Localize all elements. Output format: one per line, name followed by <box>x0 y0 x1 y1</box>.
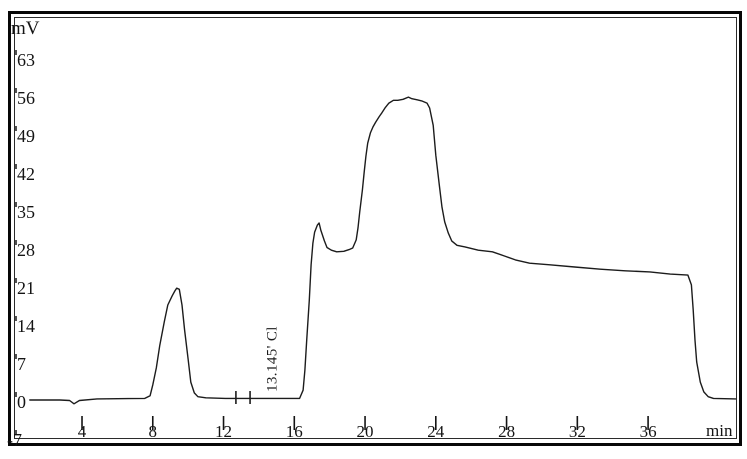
x-axis-ticks: 4 8 12 16 20 24 28 32 36 <box>78 416 657 441</box>
x-tick-label: 36 <box>640 422 657 441</box>
y-tick-label: 21 <box>17 278 35 298</box>
x-tick-label: 8 <box>149 422 158 441</box>
x-tick-label: 28 <box>498 422 515 441</box>
y-tick-label: 7 <box>17 354 26 374</box>
peak-retention-annotation: 13.145' Cl <box>265 326 281 392</box>
y-tick-label: 35 <box>17 202 35 222</box>
x-axis-unit-label: min <box>706 421 733 440</box>
chromatogram-trace <box>29 96 737 405</box>
y-tick-label: 56 <box>17 88 35 108</box>
y-tick-label: 28 <box>17 240 35 260</box>
y-tick-label: 63 <box>17 50 35 70</box>
x-tick-label: 20 <box>357 422 374 441</box>
x-tick-label: 4 <box>78 422 87 441</box>
y-tick-label: -7 <box>7 430 22 450</box>
plot-frame <box>14 17 737 439</box>
x-tick-label: 24 <box>427 422 445 441</box>
y-tick-label: 14 <box>17 316 35 336</box>
peak-start-end-markers <box>235 391 251 404</box>
x-tick-label: 12 <box>215 422 232 441</box>
x-tick-label: 32 <box>569 422 586 441</box>
y-tick-label: 49 <box>17 126 35 146</box>
y-tick-label: 0 <box>17 392 26 412</box>
x-tick-label: 16 <box>286 422 303 441</box>
y-tick-label: 42 <box>17 164 35 184</box>
y-axis-unit-label: mV <box>11 18 40 39</box>
figure-border <box>8 11 742 446</box>
y-axis-ticks: 63 56 49 42 35 28 21 14 7 0 -7 <box>7 49 35 450</box>
